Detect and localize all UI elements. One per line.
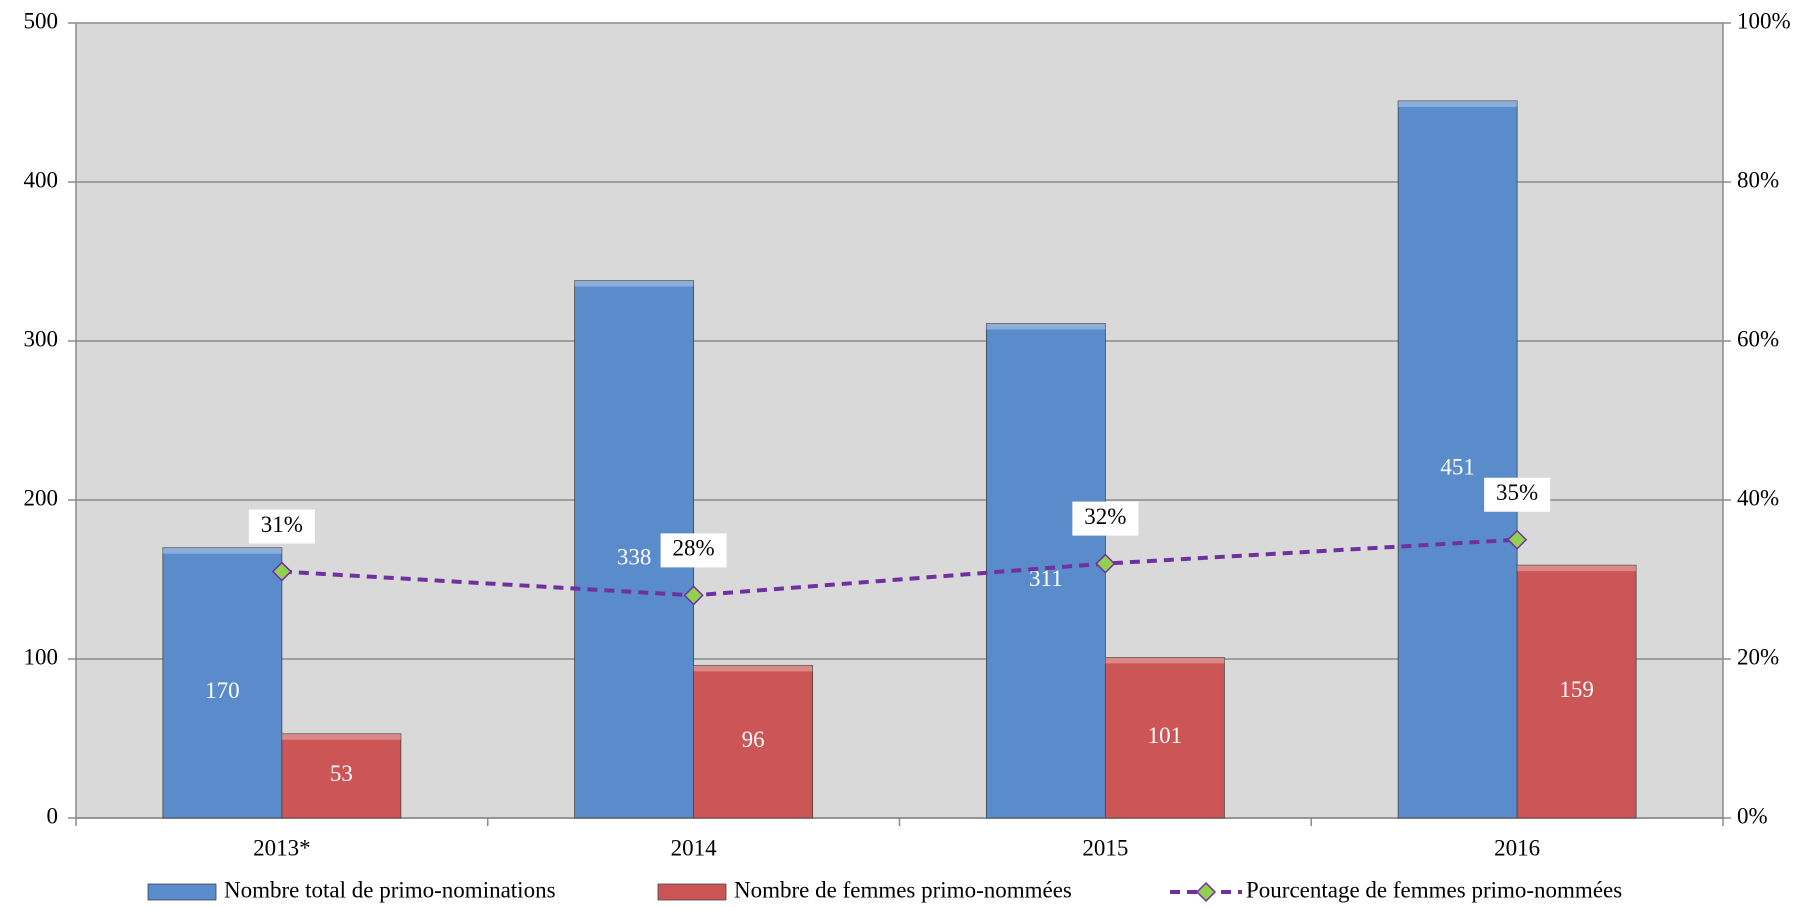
bar-top: [1517, 565, 1637, 572]
bar-label: 451: [1440, 455, 1475, 480]
y2-tick-label: 60%: [1737, 326, 1779, 351]
bar: [281, 733, 402, 819]
marker: [1095, 553, 1116, 574]
bar-label: 338: [617, 545, 652, 570]
value-label-box: [248, 509, 315, 544]
value-label: 28%: [673, 536, 715, 561]
value-label: 31%: [261, 512, 303, 537]
bar-top: [693, 665, 813, 672]
marker: [1507, 529, 1528, 550]
bar-top: [281, 733, 401, 740]
bar: [693, 664, 814, 819]
value-label: 35%: [1496, 480, 1538, 505]
bar: [985, 323, 1106, 819]
line: [281, 537, 1518, 598]
value-label-box: [1072, 501, 1139, 536]
y-tick-label: 100: [24, 644, 59, 669]
bar-top: [986, 323, 1106, 330]
y2-tick-label: 80%: [1737, 167, 1779, 192]
bar-top: [1398, 100, 1518, 107]
value-label: 32%: [1084, 504, 1126, 529]
x-tick-label: 2016: [1494, 835, 1540, 860]
y2-tick-label: 40%: [1737, 485, 1779, 510]
legend-swatch: [657, 883, 727, 901]
y2-tick-label: 20%: [1737, 644, 1779, 669]
x-tick-label: 2015: [1082, 835, 1128, 860]
marker: [271, 561, 292, 582]
y-tick-label: 0: [47, 803, 59, 828]
y-tick-label: 200: [24, 485, 59, 510]
bar-label: 170: [205, 678, 240, 703]
legend-label: Nombre de femmes primo-nommées: [734, 877, 1072, 902]
bar: [162, 547, 283, 819]
bar-top: [162, 547, 282, 554]
legend-label: Nombre total de primo-nominations: [224, 877, 556, 902]
bar-top: [574, 280, 694, 287]
y2-tick-label: 0%: [1737, 803, 1768, 828]
bar-label: 53: [330, 761, 353, 786]
bar-top: [1105, 657, 1225, 664]
value-label-box: [660, 533, 727, 568]
y-tick-label: 500: [24, 8, 59, 33]
bar: [1516, 564, 1637, 819]
marker: [683, 585, 704, 606]
x-tick-label: 2014: [671, 835, 718, 860]
y-tick-label: 300: [24, 326, 59, 351]
bar-label: 96: [742, 727, 765, 752]
legend-marker: [1195, 881, 1217, 903]
x-tick-label: 2013*: [253, 835, 311, 860]
value-label-box: [1484, 477, 1551, 512]
legend-swatch: [147, 883, 217, 901]
bar: [1104, 657, 1225, 819]
bar-label: 101: [1148, 723, 1183, 748]
legend-label: Pourcentage de femmes primo-nommées: [1246, 877, 1622, 902]
y2-tick-label: 100%: [1737, 8, 1791, 33]
bar: [1397, 100, 1518, 819]
y-tick-label: 400: [24, 167, 59, 192]
bar-label: 159: [1559, 677, 1594, 702]
